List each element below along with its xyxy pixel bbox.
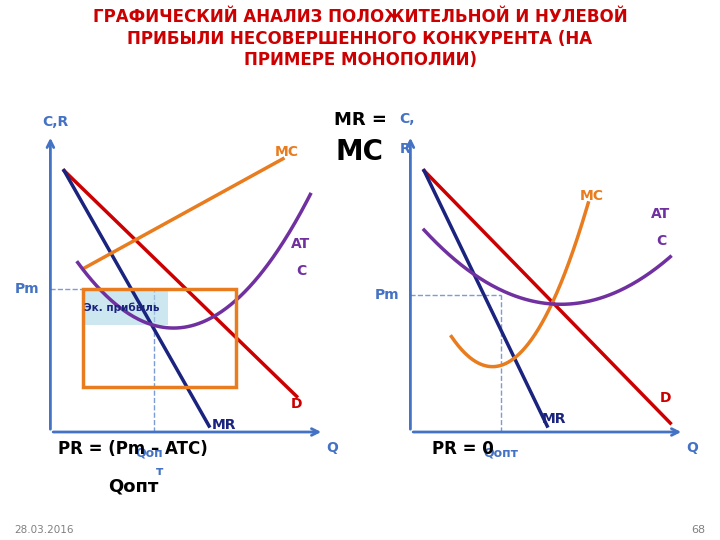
Text: C,: C, (400, 112, 415, 126)
Text: C: C (297, 264, 307, 278)
Text: MC: MC (336, 138, 384, 166)
Text: Эк. прибыль: Эк. прибыль (84, 302, 159, 313)
Text: R: R (400, 142, 410, 156)
Text: Q: Q (687, 441, 698, 455)
Text: AT: AT (651, 207, 670, 221)
Text: ПРИБЫЛИ НЕСОВЕРШЕННОГО КОНКУРЕНТА (НА: ПРИБЫЛИ НЕСОВЕРШЕННОГО КОНКУРЕНТА (НА (127, 30, 593, 48)
Text: MR: MR (212, 418, 236, 432)
Text: Q: Q (327, 441, 338, 455)
Bar (84, 289, 168, 326)
Text: Pm: Pm (15, 282, 40, 296)
Text: MC: MC (580, 190, 604, 204)
Text: PR = 0: PR = 0 (432, 440, 494, 458)
Text: Qоп: Qоп (135, 447, 163, 460)
Text: т: т (156, 464, 163, 478)
Text: MC: MC (275, 145, 299, 159)
Text: ГРАФИЧЕСКИЙ АНАЛИЗ ПОЛОЖИТЕЛЬНОЙ И НУЛЕВОЙ: ГРАФИЧЕСКИЙ АНАЛИЗ ПОЛОЖИТЕЛЬНОЙ И НУЛЕВ… (93, 8, 627, 26)
Text: Qопт: Qопт (108, 478, 158, 496)
Text: 68: 68 (691, 524, 706, 535)
Text: Pm: Pm (375, 288, 400, 302)
Bar (84, 289, 236, 388)
Text: C: C (657, 234, 667, 248)
Text: PR = (Pm – ATC): PR = (Pm – ATC) (58, 440, 207, 458)
Text: AT: AT (291, 237, 310, 251)
Text: MR: MR (541, 412, 566, 426)
Text: C,R: C,R (42, 115, 68, 129)
Text: D: D (291, 397, 302, 411)
Text: Qопт: Qопт (483, 447, 518, 460)
Text: 28.03.2016: 28.03.2016 (14, 524, 74, 535)
Text: ПРИМЕРЕ МОНОПОЛИИ): ПРИМЕРЕ МОНОПОЛИИ) (243, 51, 477, 69)
Text: D: D (660, 392, 671, 406)
Text: MR =: MR = (333, 111, 387, 129)
